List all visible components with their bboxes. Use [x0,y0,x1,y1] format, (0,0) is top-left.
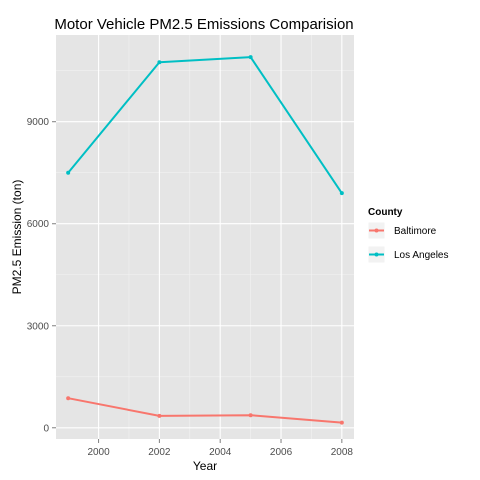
legend-label-baltimore: Baltimore [394,226,437,237]
y-tick-label: 9000 [27,117,50,128]
legend: County Baltimore Los Angeles [367,207,449,264]
legend-title: County [368,207,403,218]
x-tick-label: 2006 [270,447,293,458]
grid-minor [56,35,354,439]
y-tick-label: 3000 [27,321,50,332]
ticks-layer: 2000 2002 2004 2006 2008 0 3000 6000 9000 [27,117,354,458]
x-tick-label: 2004 [209,447,232,458]
x-tick-label: 2008 [331,447,354,458]
series-point-los-angeles [248,55,253,60]
x-tick-label: 2002 [148,447,171,458]
legend-point-baltimore [374,228,379,233]
series-line-los-angeles [67,56,343,195]
y-tick-label: 6000 [27,219,50,230]
series-point-los-angeles [339,191,344,196]
plot-panel [56,35,354,439]
series-point-baltimore [339,420,344,425]
x-tick-label: 2000 [87,447,110,458]
x-axis-title: Year [193,459,217,473]
y-tick-label: 0 [43,423,49,434]
series-layer [66,55,344,425]
series-point-baltimore [157,413,162,418]
legend-point-los-angeles [374,252,379,257]
series-line-baltimore [67,397,343,424]
series-point-los-angeles [157,60,162,65]
series-point-baltimore [248,413,253,418]
y-axis-title: PM2.5 Emission (ton) [10,180,24,295]
series-point-los-angeles [66,170,71,175]
series-point-baltimore [66,396,71,401]
chart-title: Motor Vehicle PM2.5 Emissions Comparisio… [54,16,353,33]
legend-label-los-angeles: Los Angeles [394,250,449,261]
